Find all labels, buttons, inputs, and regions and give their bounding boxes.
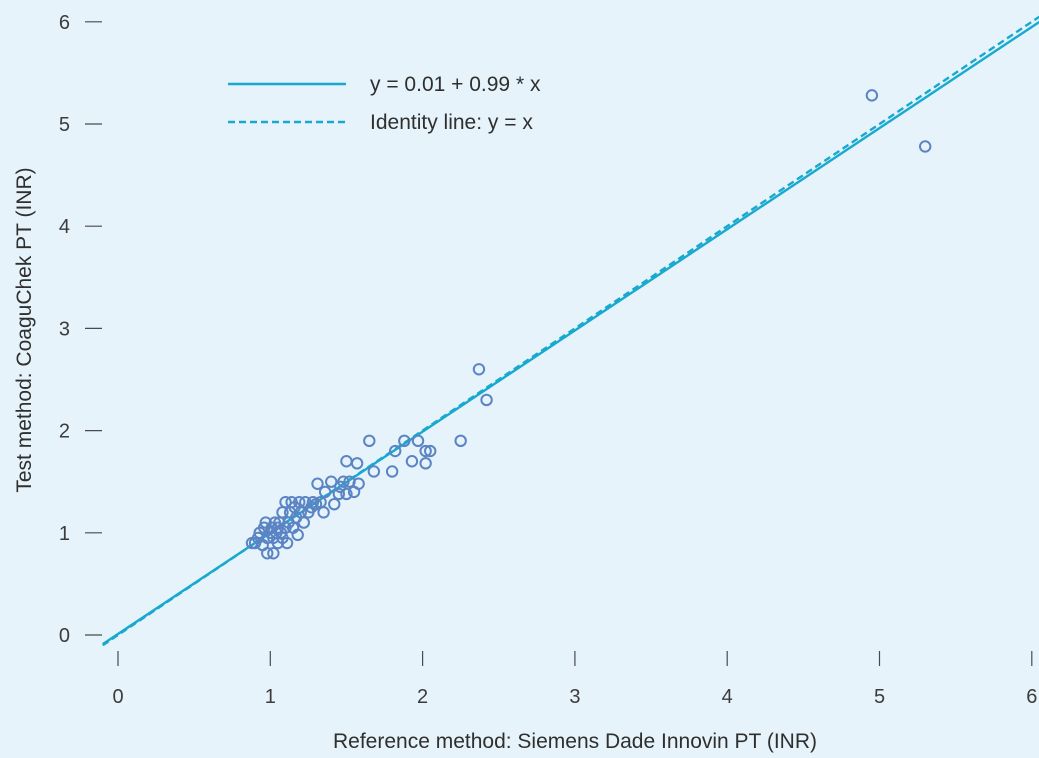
data-point (337, 475, 350, 488)
data-point (405, 455, 419, 468)
data-point (311, 477, 324, 490)
data-point (411, 434, 425, 448)
data-point (332, 487, 346, 501)
data-point (352, 477, 365, 490)
y-tick-label: 6 (59, 12, 70, 34)
data-point (297, 516, 311, 529)
data-point (317, 506, 330, 519)
x-tick-label: 2 (417, 686, 428, 708)
data-point (318, 485, 332, 499)
x-tick-label: 4 (722, 686, 733, 708)
data-point (865, 89, 879, 102)
data-point (419, 444, 432, 458)
data-point (328, 497, 341, 511)
y-tick-label: 0 (59, 625, 70, 647)
y-tick-label: 3 (59, 318, 70, 340)
data-point (261, 547, 274, 560)
data-point (280, 536, 294, 550)
y-tick-label: 1 (59, 523, 70, 545)
y-axis-title: Test method: CoaguChek PT (INR) (13, 167, 36, 492)
data-point (267, 547, 280, 560)
x-axis-title: Reference method: Siemens Dade Innovin P… (333, 730, 817, 753)
data-point (480, 393, 493, 407)
x-tick-label: 5 (874, 686, 885, 708)
data-point (388, 444, 402, 458)
data-point (419, 457, 432, 470)
data-point (424, 444, 437, 458)
data-point (340, 487, 353, 501)
data-point (398, 434, 411, 448)
data-point (363, 434, 376, 448)
x-tick-label: 1 (265, 686, 276, 708)
data-point (367, 465, 381, 478)
data-point (472, 363, 486, 376)
data-point (350, 457, 364, 470)
x-tick-label: 6 (1026, 686, 1037, 708)
data-points (245, 89, 932, 560)
data-point (918, 140, 932, 153)
x-tick-label: 3 (569, 686, 580, 708)
fit-lines (102, 15, 1039, 647)
x-tick-label: 0 (112, 686, 123, 708)
legend-regression-label: y = 0.01 + 0.99 * x (370, 73, 541, 96)
axes: 0 1 2 3 4 5 6 0 1 2 3 4 5 6 (59, 12, 1037, 708)
y-tick-label: 4 (59, 216, 70, 238)
data-point (291, 528, 304, 542)
y-tick-label: 5 (59, 114, 70, 136)
data-point (325, 475, 338, 488)
data-point (454, 434, 467, 448)
y-tick-label: 2 (59, 421, 70, 443)
data-point (385, 465, 399, 478)
data-point (340, 455, 353, 468)
data-point (279, 495, 292, 509)
legend: y = 0.01 + 0.99 * x Identity line: y = x (228, 73, 541, 134)
identity-line (102, 15, 1039, 647)
legend-identity-label: Identity line: y = x (370, 111, 533, 134)
